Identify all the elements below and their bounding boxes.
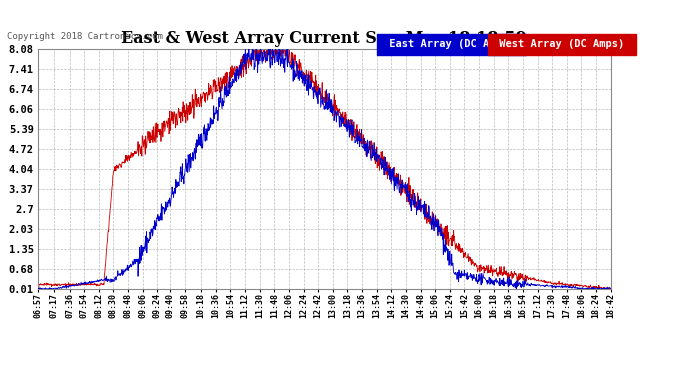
- Text: East Array (DC Amps): East Array (DC Amps): [383, 39, 520, 50]
- Title: East & West Array Current Sun Mar 18 18:59: East & West Array Current Sun Mar 18 18:…: [121, 30, 527, 47]
- Text: West Array (DC Amps): West Array (DC Amps): [493, 39, 631, 50]
- Text: Copyright 2018 Cartronics.com: Copyright 2018 Cartronics.com: [7, 32, 163, 41]
